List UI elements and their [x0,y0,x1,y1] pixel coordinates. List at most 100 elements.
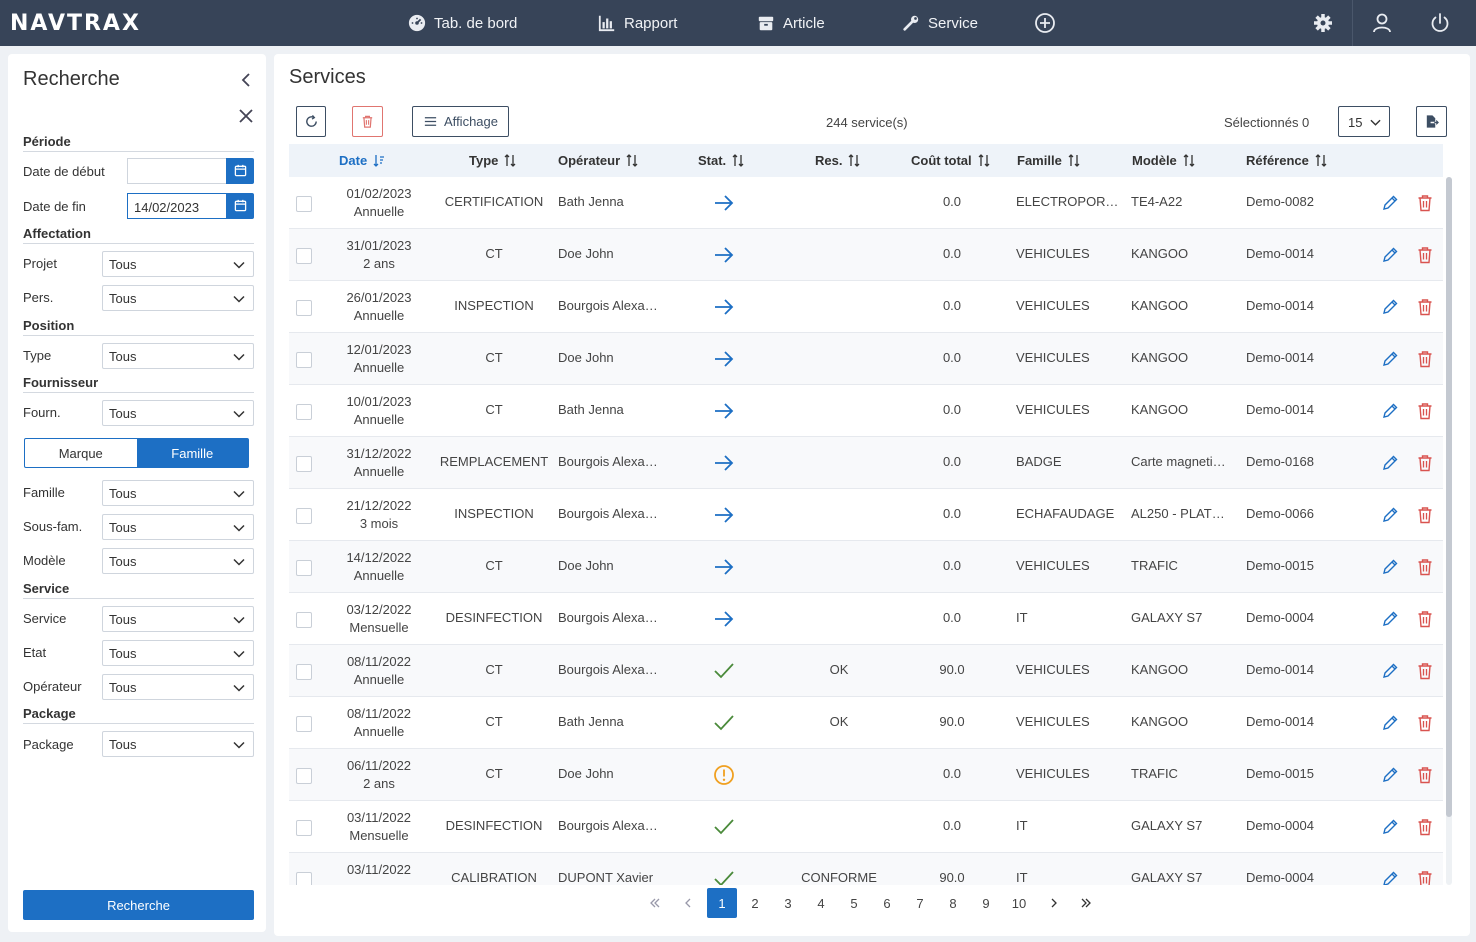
row-checkbox[interactable] [296,300,312,316]
col-status[interactable]: Stat. [698,153,744,168]
page-8-button[interactable]: 8 [949,895,957,911]
trash-icon[interactable] [1417,454,1433,472]
modele-select[interactable]: Tous [102,548,254,574]
table-scrollbar[interactable] [1446,177,1452,885]
user-icon[interactable] [1371,12,1393,34]
table-row[interactable]: 03/12/2022 Mensuelle DESINFECTION Bourgois … [289,593,1443,645]
nav-article[interactable]: Article [757,0,825,46]
page-6-button[interactable]: 6 [883,895,891,911]
table-row[interactable]: 10/01/2023 Annuelle CT Bath Jenna 0.0 VEHICUL… [289,385,1443,437]
trash-icon[interactable] [1417,350,1433,368]
table-row[interactable]: 31/01/2023 2 ans CT Doe John 0.0 VEHICULES KAN… [289,229,1443,281]
trash-icon[interactable] [1417,194,1433,212]
power-icon[interactable] [1429,12,1451,34]
type-select[interactable]: Tous [102,343,254,369]
trash-icon[interactable] [1417,246,1433,264]
page-2-button[interactable]: 2 [751,895,759,911]
delete-selected-button[interactable] [352,106,383,137]
pencil-icon[interactable] [1381,454,1399,472]
last-page-button[interactable] [1071,888,1101,918]
trash-icon[interactable] [1417,714,1433,732]
date-fin-picker-button[interactable] [226,193,254,219]
toggle-famille[interactable]: Famille [136,439,248,467]
trash-icon[interactable] [1417,766,1433,784]
trash-icon[interactable] [1417,610,1433,628]
table-row[interactable]: 31/12/2022 Annuelle REMPLACEMENT Bourgois A… [289,437,1443,489]
refresh-button[interactable] [296,106,326,137]
nav-dashboard[interactable]: Tab. de bord [408,0,517,46]
fourn-select[interactable]: Tous [102,400,254,426]
package-select[interactable]: Tous [102,731,254,757]
table-row[interactable]: 14/12/2022 Annuelle CT Doe John 0.0 VEHICULES… [289,541,1443,593]
close-icon[interactable] [238,108,254,124]
row-checkbox[interactable] [296,560,312,576]
trash-icon[interactable] [1417,298,1433,316]
trash-icon[interactable] [1417,818,1433,836]
trash-icon[interactable] [1417,506,1433,524]
pencil-icon[interactable] [1381,194,1399,212]
pencil-icon[interactable] [1381,402,1399,420]
row-checkbox[interactable] [296,508,312,524]
date-debut-input[interactable] [127,158,227,184]
table-row[interactable]: 03/11/2022 CALIBRATION DUPONT Xavier CONFOR… [289,853,1443,885]
page-5-button[interactable]: 5 [850,895,858,911]
sousfam-select[interactable]: Tous [102,514,254,540]
col-reference[interactable]: Référence [1246,153,1327,168]
col-result[interactable]: Res. [815,153,860,168]
col-model[interactable]: Modèle [1132,153,1195,168]
row-checkbox[interactable] [296,196,312,212]
pers-select[interactable]: Tous [102,285,254,311]
display-button[interactable]: Affichage [412,106,509,137]
app-logo[interactable]: NAVTRAX [10,11,141,36]
col-type[interactable]: Type [469,153,516,168]
page-1-button[interactable]: 1 [707,888,737,918]
table-row[interactable]: 26/01/2023 Annuelle INSPECTION Bourgois Ale… [289,281,1443,333]
pencil-icon[interactable] [1381,818,1399,836]
pencil-icon[interactable] [1381,870,1399,885]
prev-page-button[interactable] [673,888,703,918]
pencil-icon[interactable] [1381,766,1399,784]
first-page-button[interactable] [640,888,670,918]
nav-report[interactable]: Rapport [598,0,677,46]
table-row[interactable]: 01/02/2023 Annuelle CERTIFICATION Bath Jenn… [289,177,1443,229]
etat-select[interactable]: Tous [102,640,254,666]
service-select[interactable]: Tous [102,606,254,632]
table-row[interactable]: 06/11/2022 2 ans CT Doe John 0.0 VEHICULES TRA… [289,749,1443,801]
next-page-button[interactable] [1039,888,1069,918]
chevron-left-icon[interactable] [238,72,254,88]
col-date[interactable]: Date [339,153,385,168]
row-checkbox[interactable] [296,768,312,784]
nav-service[interactable]: Service [902,0,978,46]
page-10-button[interactable]: 10 [1011,895,1027,911]
table-row[interactable]: 08/11/2022 Annuelle CT Bourgois Alexandre OK… [289,645,1443,697]
toggle-marque[interactable]: Marque [58,445,103,461]
add-circle-icon[interactable] [1034,12,1056,34]
date-debut-picker-button[interactable] [226,158,254,184]
pencil-icon[interactable] [1381,714,1399,732]
row-checkbox[interactable] [296,456,312,472]
row-checkbox[interactable] [296,404,312,420]
projet-select[interactable]: Tous [102,251,254,277]
famille-select[interactable]: Tous [102,480,254,506]
gear-icon[interactable] [1312,12,1334,34]
row-checkbox[interactable] [296,664,312,680]
col-cost[interactable]: Coût total [911,153,990,168]
page-9-button[interactable]: 9 [982,895,990,911]
trash-icon[interactable] [1417,402,1433,420]
date-fin-input[interactable]: 14/02/2023 [127,193,227,219]
row-checkbox[interactable] [296,820,312,836]
pencil-icon[interactable] [1381,506,1399,524]
pencil-icon[interactable] [1381,662,1399,680]
scrollbar-thumb[interactable] [1446,177,1452,817]
trash-icon[interactable] [1417,870,1433,885]
page-4-button[interactable]: 4 [817,895,825,911]
row-checkbox[interactable] [296,872,312,885]
table-row[interactable]: 08/11/2022 Annuelle CT Bath Jenna OK 90.0 VEHI… [289,697,1443,749]
pencil-icon[interactable] [1381,350,1399,368]
trash-icon[interactable] [1417,558,1433,576]
pencil-icon[interactable] [1381,558,1399,576]
page-7-button[interactable]: 7 [916,895,924,911]
table-row[interactable]: 03/11/2022 Mensuelle DESINFECTION Bourgois … [289,801,1443,853]
row-checkbox[interactable] [296,352,312,368]
col-family[interactable]: Famille [1017,153,1080,168]
